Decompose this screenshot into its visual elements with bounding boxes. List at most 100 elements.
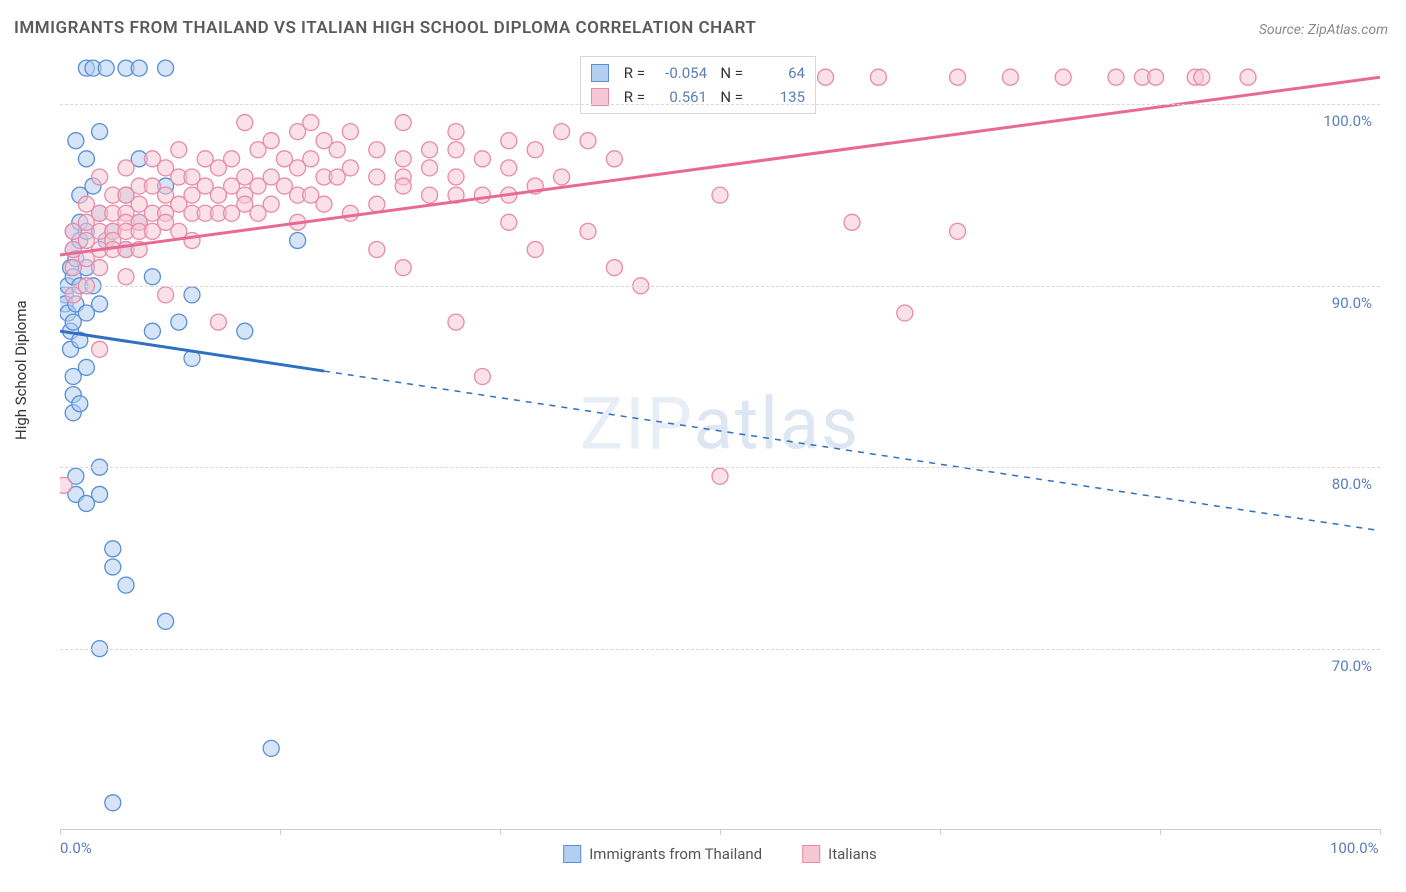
swatch-thailand-icon <box>563 845 581 863</box>
data-point <box>950 69 966 85</box>
data-point <box>554 124 570 140</box>
data-point <box>897 305 913 321</box>
data-point <box>527 142 543 158</box>
plot-svg <box>60 50 1380 830</box>
data-point <box>369 242 385 258</box>
gridline <box>60 649 1380 650</box>
data-point <box>712 187 728 203</box>
data-point <box>474 151 490 167</box>
data-point <box>1002 69 1018 85</box>
data-point <box>580 133 596 149</box>
data-point <box>118 269 134 285</box>
n-value-italians: 135 <box>749 88 805 106</box>
r-value-italians: 0.561 <box>651 88 707 106</box>
data-point <box>342 160 358 176</box>
x-tick <box>280 829 281 835</box>
data-point <box>105 559 121 575</box>
data-point <box>1108 69 1124 85</box>
x-tick <box>720 829 721 835</box>
data-point <box>78 359 94 375</box>
data-point <box>369 169 385 185</box>
x-tick-label: 0.0% <box>60 839 92 857</box>
chart-container: IMMIGRANTS FROM THAILAND VS ITALIAN HIGH… <box>0 0 1406 892</box>
data-point <box>92 124 108 140</box>
plot-area: ZIPatlas R = -0.054 N = 64 R = 0.561 N =… <box>60 50 1380 830</box>
data-point <box>1055 69 1071 85</box>
data-point <box>395 178 411 194</box>
gridline <box>60 286 1380 287</box>
data-point <box>68 133 84 149</box>
x-tick <box>60 829 61 835</box>
data-point <box>395 151 411 167</box>
data-point <box>263 133 279 149</box>
legend-item-thailand: Immigrants from Thailand <box>563 845 762 863</box>
data-point <box>98 60 114 76</box>
data-point <box>144 269 160 285</box>
data-point <box>131 60 147 76</box>
swatch-italians-icon <box>802 845 820 863</box>
data-point <box>580 223 596 239</box>
data-point <box>448 142 464 158</box>
series-legend: Immigrants from Thailand Italians <box>563 845 877 863</box>
r-label: R = <box>615 88 645 106</box>
data-point <box>237 115 253 131</box>
data-point <box>369 142 385 158</box>
x-tick <box>1380 829 1381 835</box>
data-point <box>448 314 464 330</box>
x-tick-label: 100.0% <box>1330 839 1379 857</box>
legend-label-thailand: Immigrants from Thailand <box>589 845 762 863</box>
data-point <box>474 369 490 385</box>
data-point <box>422 160 438 176</box>
swatch-italians <box>591 88 609 106</box>
data-point <box>1240 69 1256 85</box>
y-axis-label: High School Diploma <box>12 300 30 440</box>
r-value-thailand: -0.054 <box>651 64 707 82</box>
y-tick-label: 100.0% <box>1323 112 1372 130</box>
y-tick-label: 80.0% <box>1332 475 1372 493</box>
data-point <box>105 795 121 811</box>
n-label: N = <box>713 64 743 82</box>
data-point <box>342 205 358 221</box>
data-point <box>870 69 886 85</box>
data-point <box>158 60 174 76</box>
data-point <box>92 486 108 502</box>
data-point <box>844 214 860 230</box>
data-point <box>224 151 240 167</box>
data-point <box>105 541 121 557</box>
data-point <box>422 142 438 158</box>
data-point <box>395 260 411 276</box>
data-point <box>60 477 72 493</box>
n-value-thailand: 64 <box>749 64 805 82</box>
data-point <box>474 187 490 203</box>
data-point <box>606 151 622 167</box>
data-point <box>501 214 517 230</box>
legend-label-italians: Italians <box>828 845 877 863</box>
trend-line-dashed <box>324 371 1380 531</box>
n-label: N = <box>713 88 743 106</box>
data-point <box>316 196 332 212</box>
data-point <box>290 232 306 248</box>
data-point <box>501 133 517 149</box>
gridline <box>60 104 1380 105</box>
data-point <box>554 169 570 185</box>
data-point <box>606 260 622 276</box>
y-tick-label: 70.0% <box>1332 657 1372 675</box>
data-point <box>92 260 108 276</box>
data-point <box>263 196 279 212</box>
data-point <box>1194 69 1210 85</box>
data-point <box>501 160 517 176</box>
data-point <box>158 613 174 629</box>
data-point <box>118 160 134 176</box>
data-point <box>72 396 88 412</box>
legend-item-italians: Italians <box>802 845 877 863</box>
data-point <box>950 223 966 239</box>
data-point <box>303 115 319 131</box>
data-point <box>818 69 834 85</box>
legend-row-thailand: R = -0.054 N = 64 <box>591 61 805 85</box>
data-point <box>329 142 345 158</box>
data-point <box>92 296 108 312</box>
data-point <box>448 124 464 140</box>
data-point <box>712 468 728 484</box>
data-point <box>210 314 226 330</box>
swatch-thailand <box>591 64 609 82</box>
